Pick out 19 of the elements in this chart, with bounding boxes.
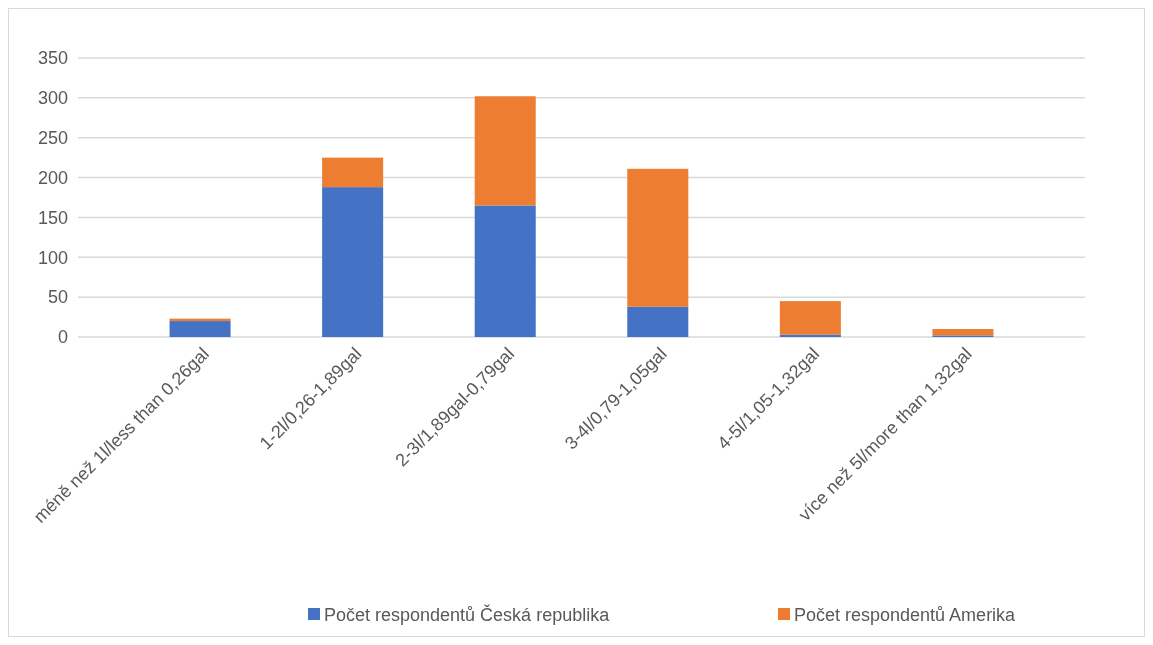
- bar: [169, 321, 231, 337]
- bar: [779, 301, 841, 335]
- y-tick-label: 350: [37, 48, 68, 69]
- bar: [322, 157, 384, 188]
- bar: [474, 96, 536, 206]
- y-tick-label: 200: [37, 167, 68, 188]
- bar: [932, 329, 994, 336]
- y-tick-label: 100: [37, 247, 68, 268]
- legend-label: Počet respondentů Česká republika: [324, 604, 611, 626]
- bar: [627, 306, 689, 337]
- legend-label: Počet respondentů Amerika: [794, 605, 1017, 626]
- bar: [322, 187, 384, 337]
- y-tick-label: 150: [37, 207, 68, 228]
- y-tick-label: 300: [37, 88, 68, 109]
- y-tick-label: 250: [37, 128, 68, 149]
- bar: [474, 205, 536, 337]
- bar: [627, 168, 689, 307]
- y-tick-label: 0: [57, 327, 68, 348]
- y-tick-label: 50: [47, 287, 68, 308]
